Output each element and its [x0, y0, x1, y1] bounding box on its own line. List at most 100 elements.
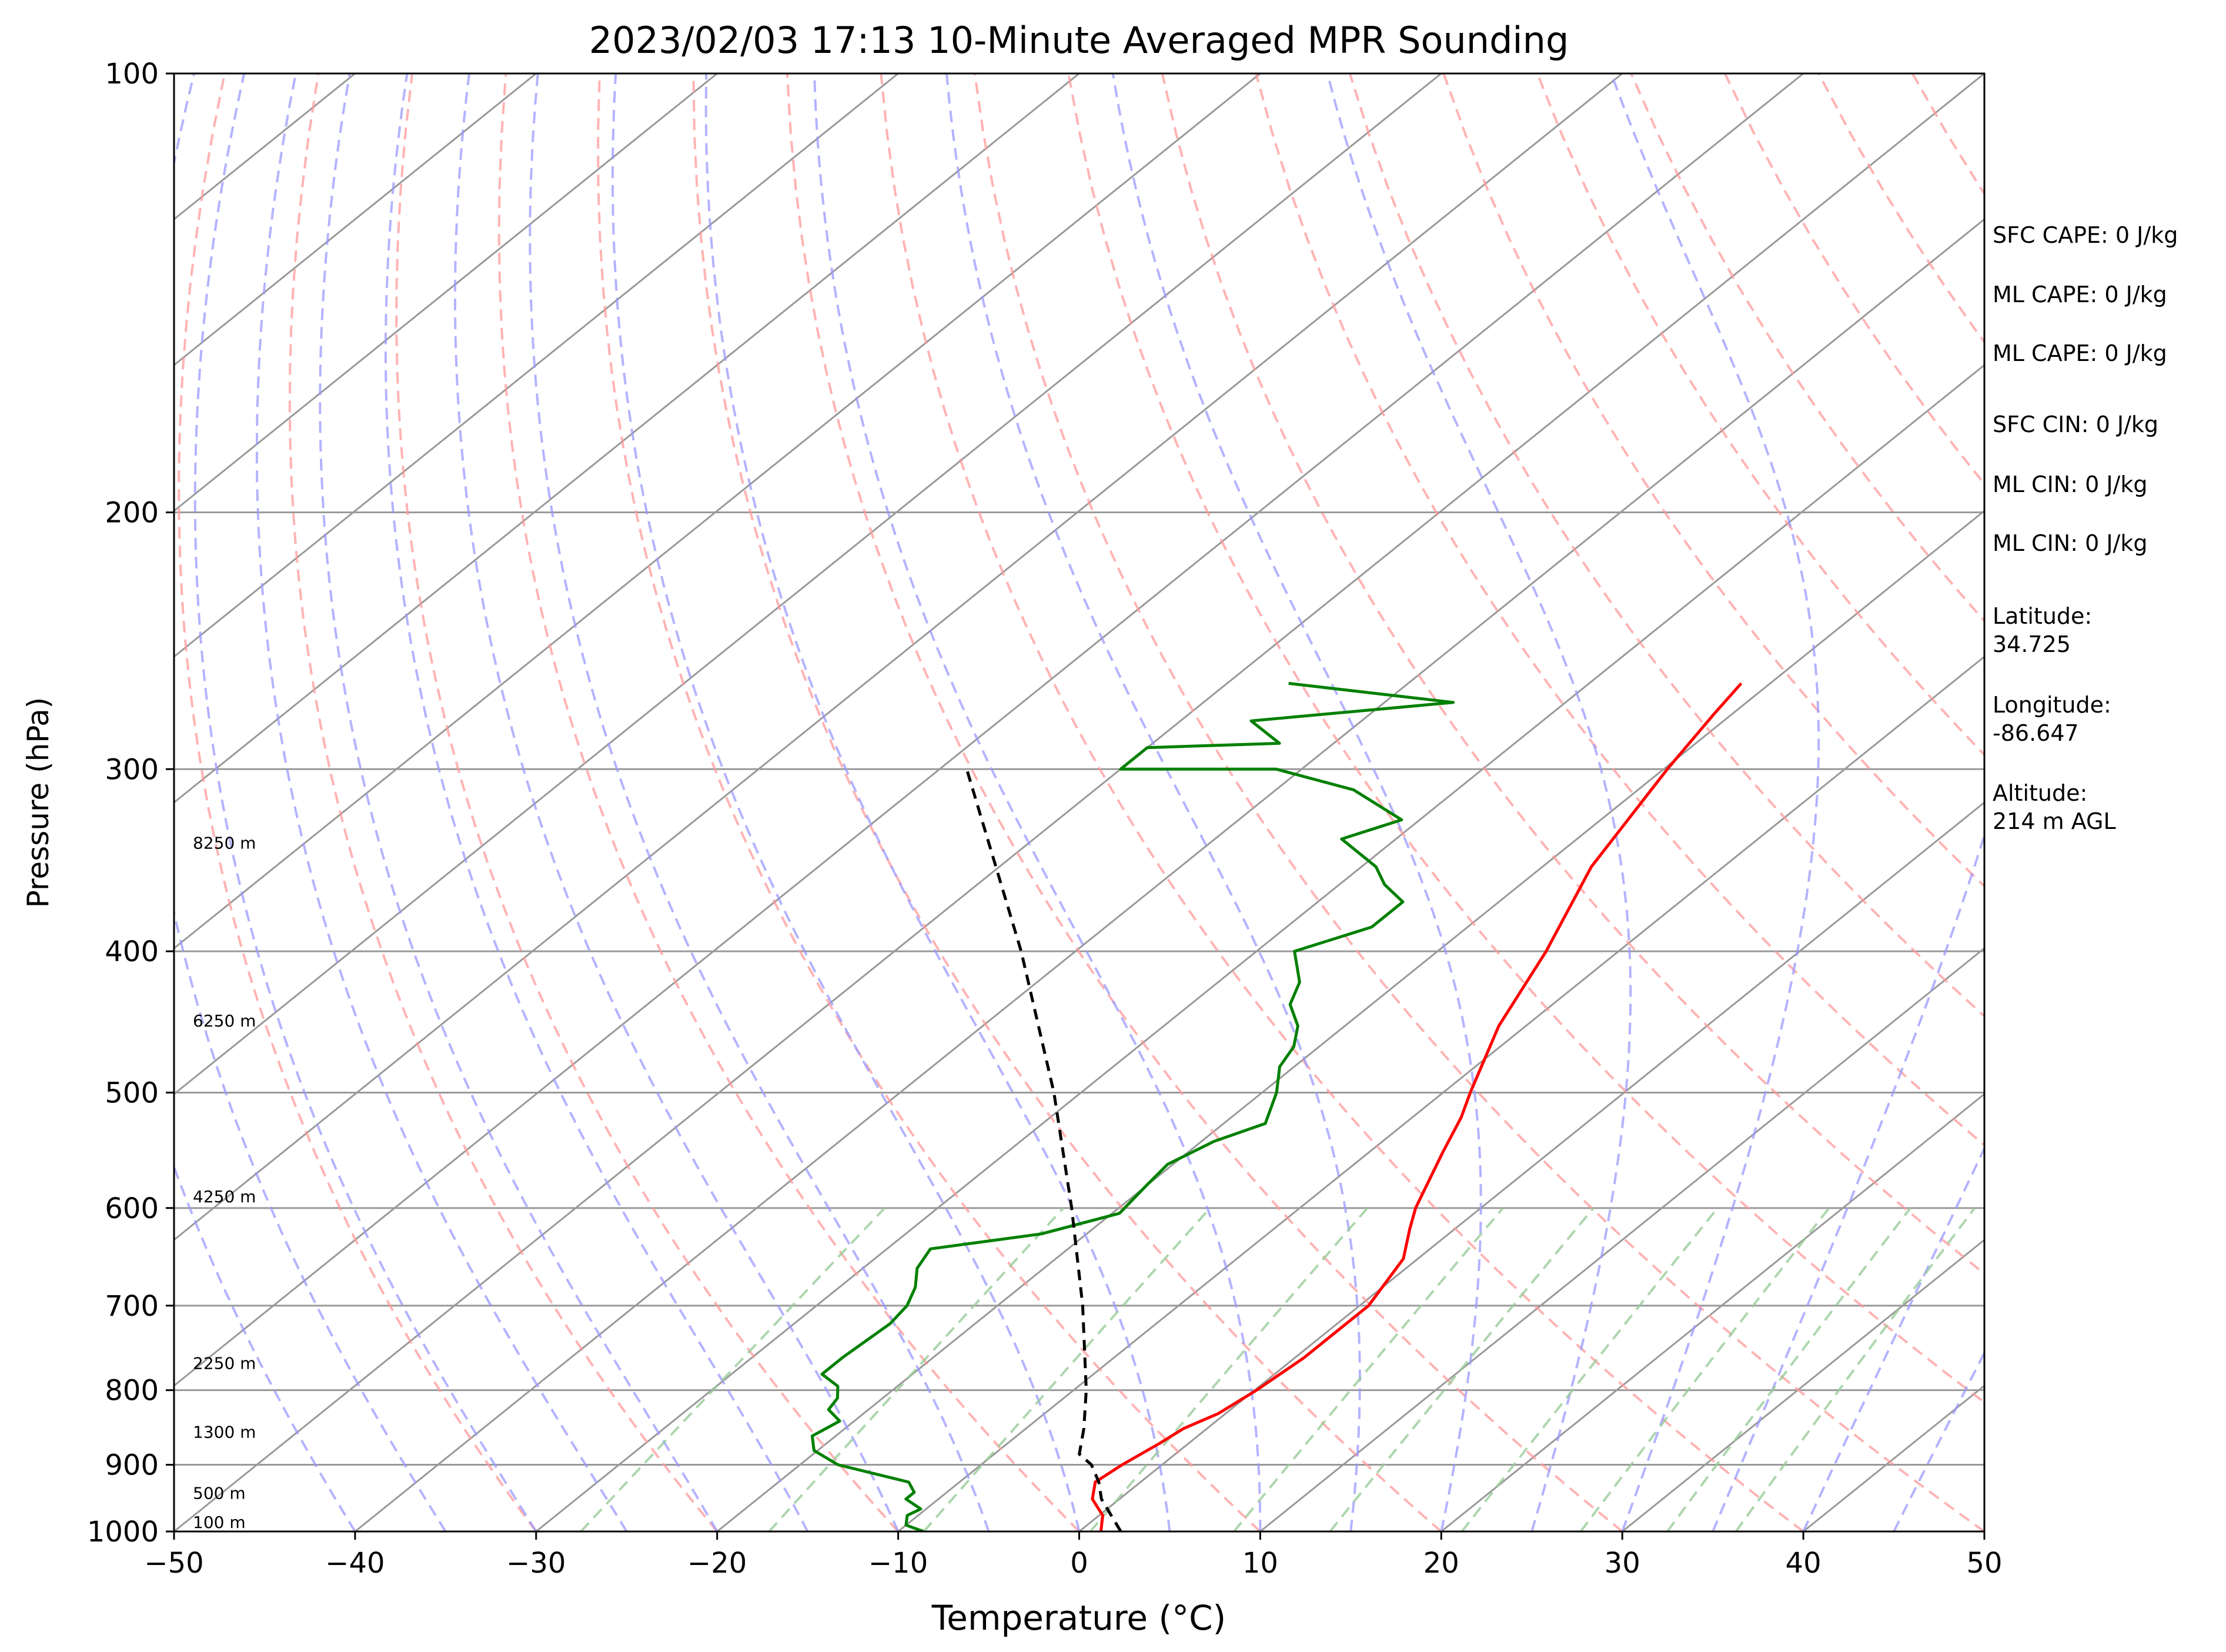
moist-adiabat-line	[1802, 1145, 1984, 1531]
altitude-value: 214 m AGL	[1993, 808, 2116, 834]
axis-ticks: −50 −40 −30 −20 −10 0 10 20 30 40 50 100 200 300 400 50…	[87, 58, 2003, 1580]
dry-adiabat-line	[497, 73, 1080, 1531]
ml-cape-annotation-2: ML CAPE: 0 J/kg	[1993, 340, 2167, 366]
y-tick-label: 300	[105, 753, 159, 786]
moist-adiabat-line	[1610, 73, 1820, 1531]
moist-adiabat-line	[454, 73, 900, 1531]
dry-adiabat-line	[692, 73, 1442, 1531]
mixing-ratio-line	[580, 1207, 886, 1531]
mixing-ratio-line	[1233, 1207, 1504, 1531]
y-tick-label: 900	[105, 1449, 159, 1482]
isotherm-line	[716, 510, 1984, 1531]
latitude-label: Latitude:	[1993, 603, 2093, 629]
x-tick-label: 20	[1423, 1547, 1459, 1580]
height-label: 1300 m	[193, 1422, 256, 1442]
x-axis-label: Temperature (°C)	[931, 1598, 1226, 1638]
mixing-ratio-line	[923, 1207, 1211, 1531]
isotherm-line	[1440, 1093, 1984, 1531]
sfc-cape-annotation: SFC CAPE: 0 J/kg	[1993, 222, 2178, 248]
x-tick-label: 40	[1786, 1547, 1821, 1580]
moist-adiabat-line	[945, 73, 1361, 1531]
dewpoint-profile-line	[810, 681, 1455, 1531]
y-tick-label: 200	[105, 497, 159, 530]
mixing-ratio-line	[1329, 1207, 1595, 1531]
ml-cin-annotation: ML CIN: 0 J/kg	[1993, 471, 2148, 497]
height-label: 2250 m	[193, 1354, 256, 1373]
isotherm-line	[174, 73, 537, 366]
isotherm-line	[1622, 1239, 1984, 1531]
mixing-ratio-line	[1579, 1207, 1830, 1531]
mixing-ratio-line	[1089, 1207, 1369, 1531]
y-tick-label: 1000	[87, 1516, 159, 1549]
y-tick-label: 700	[105, 1290, 159, 1323]
x-tick-label: 0	[1070, 1547, 1088, 1580]
sfc-cin-annotation: SFC CIN: 0 J/kg	[1993, 412, 2159, 437]
x-tick-label: 50	[1966, 1547, 2002, 1580]
series-lines	[810, 681, 1743, 1531]
dry-adiabat-line	[880, 73, 1804, 1531]
isotherm-line	[174, 73, 1804, 1387]
ml-cape-annotation: ML CAPE: 0 J/kg	[1993, 282, 2167, 307]
height-label: 6250 m	[193, 1011, 256, 1031]
mixing-ratio-line	[1460, 1207, 1719, 1531]
moist-adiabat-line	[193, 73, 537, 1531]
temperature-profile-line	[1091, 682, 1743, 1531]
moist-adiabat-line	[813, 73, 1262, 1531]
longitude-label: Longitude:	[1993, 692, 2111, 718]
longitude-value: -86.647	[1993, 720, 2079, 746]
altitude-label: Altitude:	[1993, 780, 2088, 806]
latitude-value: 34.725	[1993, 631, 2071, 657]
x-tick-label: −10	[868, 1547, 928, 1580]
dry-adiabat-line	[1442, 73, 1984, 888]
moist-adiabat-line	[319, 73, 718, 1531]
moist-adiabat-line	[611, 73, 1081, 1531]
parcel-profile-line	[965, 768, 1122, 1531]
isotherm-line	[174, 73, 1080, 804]
y-tick-label: 600	[105, 1192, 159, 1225]
moist-adiabat-line	[1893, 1350, 1984, 1531]
mixing-ratio-line	[1734, 1207, 1976, 1531]
isotherm-line	[174, 73, 1984, 1531]
isotherm-line	[174, 73, 1623, 1241]
y-tick-label: 500	[105, 1076, 159, 1109]
height-label: 4250 m	[193, 1187, 256, 1206]
isotherm-line	[897, 656, 1984, 1531]
x-tick-label: −20	[687, 1547, 747, 1580]
isotherm-line	[354, 218, 1984, 1531]
isotherm-line	[174, 73, 1442, 1095]
moist-adiabat-line	[529, 73, 990, 1531]
dry-adiabat-line	[1536, 73, 1984, 757]
ml-cin-annotation-2: ML CIN: 0 J/kg	[1993, 530, 2148, 556]
x-tick-label: −30	[506, 1547, 566, 1580]
moist-adiabat-line	[384, 73, 809, 1531]
mixing-ratio-line	[1666, 1207, 1911, 1531]
dry-adiabat-line	[1161, 73, 1984, 1276]
background-lines	[174, 73, 1984, 1531]
mixing-ratio-line	[768, 1207, 1065, 1531]
x-tick-label: 30	[1605, 1547, 1640, 1580]
moist-adiabat-line	[174, 1163, 356, 1531]
x-tick-label: 10	[1242, 1547, 1278, 1580]
x-tick-label: −40	[325, 1547, 385, 1580]
isotherm-line	[174, 73, 1261, 949]
dry-adiabat-line	[786, 73, 1623, 1531]
y-tick-label: 400	[105, 935, 159, 968]
moist-adiabat-line	[704, 73, 1171, 1531]
height-labels: 100 m 500 m 1300 m 2250 m 4250 m 6250 m 8250 m	[193, 833, 256, 1532]
x-tick-label: −50	[144, 1547, 203, 1580]
isotherm-line	[1259, 947, 1984, 1531]
moist-adiabat-line	[1111, 73, 1482, 1531]
isotherm-line	[174, 73, 718, 512]
isotherm-line	[174, 73, 899, 658]
y-tick-label: 100	[105, 58, 159, 91]
y-tick-label: 800	[105, 1375, 159, 1407]
moist-adiabat-line	[174, 73, 447, 1531]
isotherm-line	[535, 364, 1984, 1531]
chart-title: 2023/02/03 17:13 10-Minute Averaged MPR …	[589, 19, 1569, 62]
dry-adiabat-line	[1255, 73, 1984, 1147]
height-label: 8250 m	[193, 833, 256, 852]
y-axis-label: Pressure (hPa)	[21, 697, 55, 908]
moist-adiabat-line	[255, 73, 628, 1531]
